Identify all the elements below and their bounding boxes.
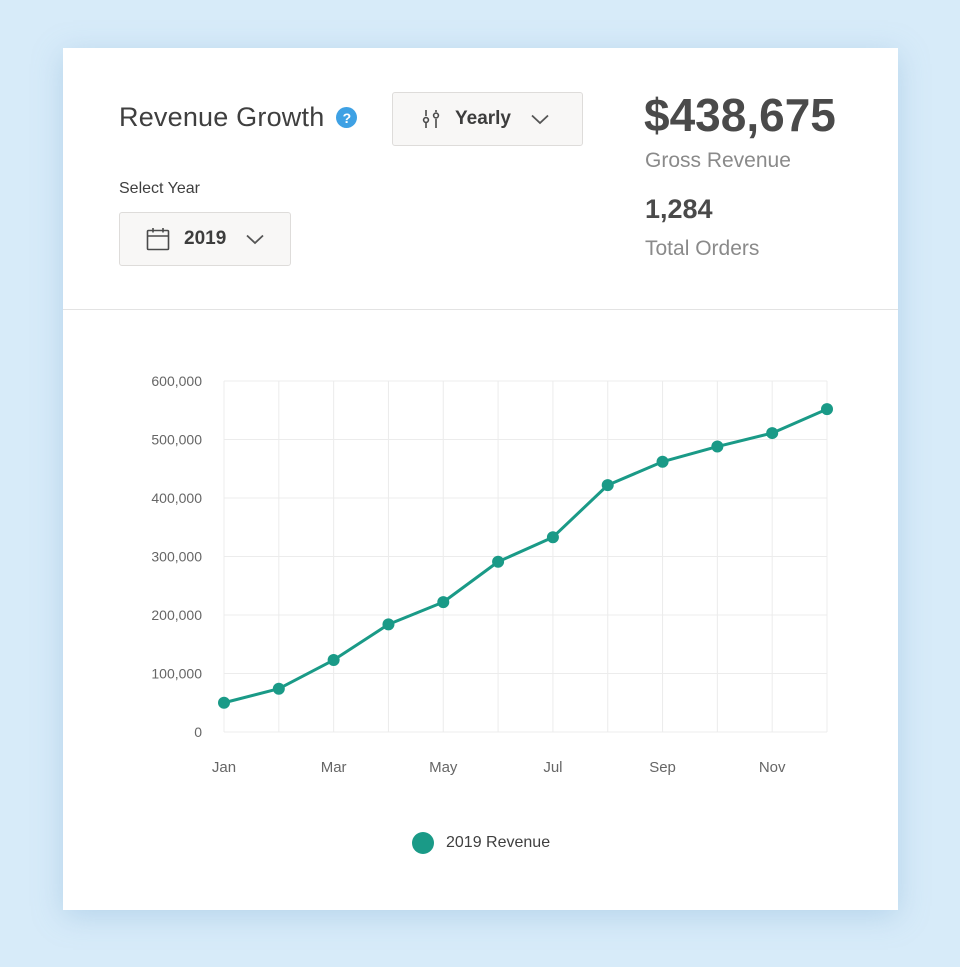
x-tick-label: Jan <box>212 759 236 776</box>
period-value: Yearly <box>455 108 511 129</box>
data-point <box>437 596 450 609</box>
data-point <box>711 440 724 453</box>
calendar-icon <box>146 228 170 251</box>
y-tick-label: 400,000 <box>151 490 202 506</box>
title-row: Revenue Growth ? <box>119 102 358 133</box>
data-point <box>272 682 285 695</box>
y-tick-label: 0 <box>194 724 202 740</box>
gross-revenue-label: Gross Revenue <box>645 149 791 172</box>
revenue-card: Revenue Growth ? Yearly Select Year <box>63 48 898 910</box>
data-point <box>492 555 505 568</box>
chart-legend[interactable]: 2019 Revenue <box>412 832 550 854</box>
data-point <box>382 618 395 631</box>
x-tick-label: Sep <box>649 759 676 776</box>
series-line <box>223 407 828 705</box>
y-tick-label: 600,000 <box>151 373 202 389</box>
header-divider <box>63 309 898 310</box>
x-tick-label: Nov <box>759 759 786 776</box>
y-tick-label: 500,000 <box>151 432 202 448</box>
year-value: 2019 <box>184 228 227 249</box>
data-point <box>601 479 614 492</box>
data-point <box>546 531 559 544</box>
revenue-line-chart: 0 100,000 200,000 300,000 400,000 500,000 600,… <box>151 373 833 776</box>
x-tick-label: Jul <box>543 759 562 776</box>
period-dropdown[interactable]: Yearly <box>392 92 583 146</box>
y-tick-label: 200,000 <box>151 607 202 623</box>
year-dropdown[interactable]: 2019 <box>119 212 291 266</box>
card-header: Revenue Growth ? Yearly Select Year <box>63 48 898 309</box>
y-tick-label: 100,000 <box>151 666 202 682</box>
question-circle-icon[interactable]: ? <box>336 107 358 128</box>
x-tick-label: Mar <box>321 759 347 776</box>
chevron-down-icon <box>246 234 264 244</box>
legend-label: 2019 Revenue <box>446 834 551 851</box>
sliders-icon <box>422 110 440 128</box>
gross-revenue-value: $438,675 <box>644 89 836 141</box>
chevron-down-icon <box>531 114 549 124</box>
y-tick-label: 300,000 <box>151 549 202 565</box>
card-title: Revenue Growth <box>119 102 325 132</box>
data-point <box>821 403 833 416</box>
total-orders-label: Total Orders <box>645 237 760 260</box>
total-orders-value: 1,284 <box>645 194 713 224</box>
x-tick-label: May <box>429 759 458 776</box>
data-point <box>766 427 779 440</box>
data-point <box>656 455 669 468</box>
legend-marker <box>412 832 434 854</box>
select-year-label: Select Year <box>119 180 200 197</box>
data-point <box>327 654 340 667</box>
data-point <box>218 696 230 709</box>
